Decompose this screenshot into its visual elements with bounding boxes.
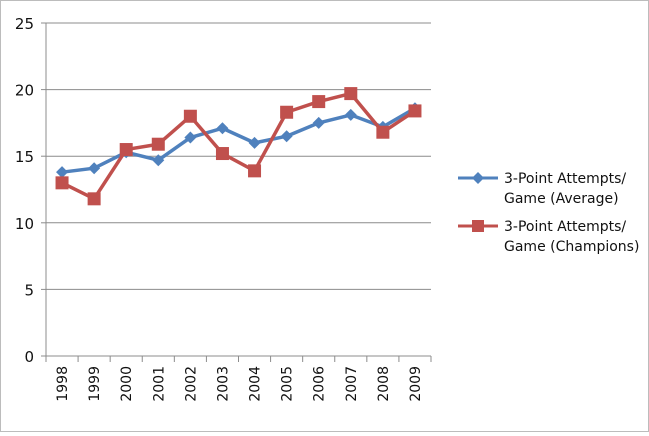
- legend-item-average: 3-Point Attempts/ Game (Average): [456, 169, 646, 209]
- data-point: [344, 87, 358, 101]
- x-tick-label: 2004: [248, 366, 264, 402]
- x-tick-label: 2005: [280, 366, 296, 402]
- legend-label-champions-line2: Game (Champions): [504, 239, 640, 255]
- y-tick-label: 10: [15, 215, 34, 233]
- legend-label-average-line2: Game (Average): [504, 191, 619, 207]
- data-point: [248, 164, 262, 178]
- data-point: [312, 95, 326, 109]
- y-tick-label: 15: [15, 148, 34, 166]
- y-tick-label: 5: [24, 281, 34, 299]
- y-tick-label: 0: [24, 348, 34, 366]
- data-point: [216, 122, 229, 135]
- legend-label-average-line1: 3-Point Attempts/: [504, 171, 627, 187]
- x-tick-label: 2001: [151, 366, 167, 402]
- data-point: [88, 162, 101, 175]
- data-point: [119, 143, 133, 157]
- x-tick-label: 2006: [312, 366, 328, 402]
- legend: 3-Point Attempts/ Game (Average) 3-Point…: [456, 169, 646, 265]
- gridlines: [46, 22, 431, 290]
- x-tick-labels: 1998 1999 2000 2001 2002 2003 2004 2005 2006 2007…: [55, 366, 424, 402]
- x-tick-label: 2003: [215, 366, 231, 402]
- data-point: [87, 192, 101, 206]
- axes: [41, 22, 432, 362]
- x-tick-label: 1998: [55, 366, 71, 402]
- x-tick-label: 2002: [183, 366, 199, 402]
- y-tick-labels: 0 5 10 15 20 25: [15, 15, 34, 366]
- data-point: [312, 116, 325, 129]
- series-group: [55, 87, 422, 206]
- data-point: [344, 108, 357, 121]
- y-tick-label: 20: [15, 82, 34, 100]
- data-point: [376, 125, 390, 139]
- series-line: [61, 91, 416, 201]
- data-point: [151, 137, 165, 151]
- data-point: [215, 147, 229, 161]
- data-point: [152, 154, 165, 167]
- legend-item-champions: 3-Point Attempts/ Game (Champions): [456, 217, 646, 257]
- data-point: [280, 105, 294, 119]
- x-tick-label: 2008: [376, 366, 392, 402]
- legend-swatch-champions: [458, 220, 498, 232]
- legend-swatch-average: [458, 172, 498, 184]
- data-point: [183, 109, 197, 123]
- x-tick-label: 2009: [408, 366, 424, 402]
- data-point: [280, 130, 293, 143]
- data-point: [248, 136, 261, 149]
- data-point: [408, 104, 422, 118]
- x-tick-label: 1999: [87, 366, 103, 402]
- data-point: [55, 176, 69, 190]
- x-tick-label: 2000: [119, 366, 135, 402]
- legend-label-champions-line1: 3-Point Attempts/: [504, 219, 627, 235]
- x-tick-label: 2007: [344, 366, 360, 402]
- data-point: [56, 166, 69, 179]
- y-tick-label: 25: [15, 15, 34, 33]
- series-champions: [55, 87, 422, 206]
- data-point: [184, 131, 197, 144]
